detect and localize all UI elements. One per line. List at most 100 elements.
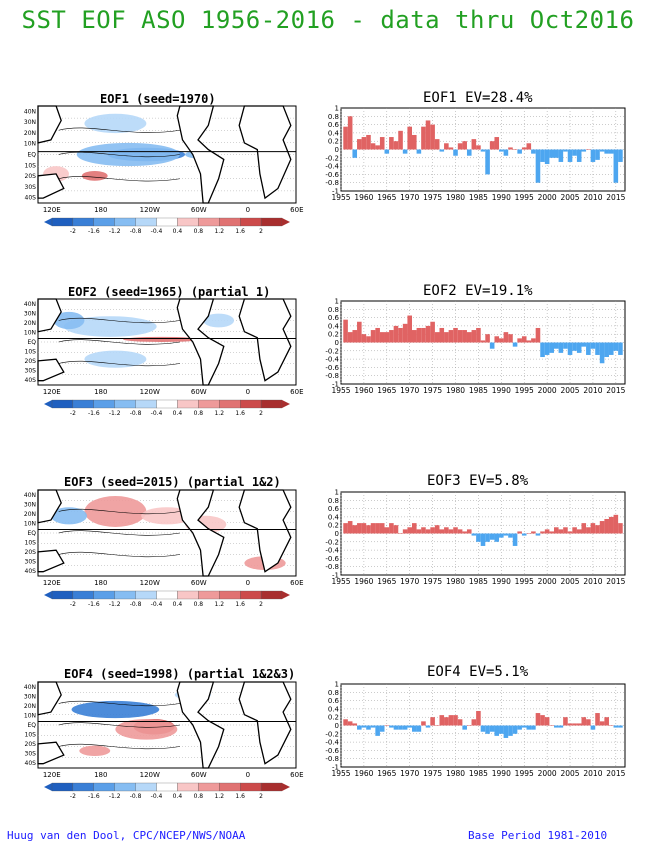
- bar: [357, 523, 362, 534]
- bar: [489, 141, 495, 150]
- contour-line: [58, 317, 180, 324]
- bar: [618, 725, 623, 728]
- lon-label: 60W: [191, 206, 207, 214]
- bar: [393, 141, 399, 150]
- land-outline: [37, 549, 65, 573]
- bar: [434, 525, 440, 534]
- bar: [352, 525, 358, 534]
- bar: [485, 533, 490, 542]
- main-title: SST EOF ASO 1956-2016 - data thru Oct201…: [21, 6, 635, 34]
- bar: [517, 531, 522, 534]
- colorbar-segment: [260, 590, 283, 600]
- bar: [416, 529, 422, 534]
- lat-label: 20S: [25, 173, 37, 180]
- bar: [563, 149, 568, 152]
- bar: [508, 334, 513, 343]
- x-tick-label: 1980: [446, 577, 465, 586]
- bar: [494, 336, 500, 343]
- y-tick-label: -0.2: [325, 538, 339, 546]
- x-tick-label: 2005: [560, 769, 579, 778]
- bar: [521, 336, 527, 343]
- colorbar-segment: [93, 590, 115, 600]
- y-tick-label: 0.6: [328, 505, 340, 513]
- lon-label: 0: [246, 771, 250, 779]
- anomaly-region: [79, 745, 111, 756]
- x-tick-label: 1980: [446, 769, 465, 778]
- colorbar-segment: [72, 217, 94, 227]
- anomaly-region: [115, 718, 178, 740]
- bar: [389, 523, 394, 534]
- bar: [384, 725, 390, 726]
- bar: [407, 725, 412, 728]
- bar: [517, 725, 522, 730]
- land-outline: [37, 489, 62, 524]
- colorbar-label: 2: [259, 793, 263, 800]
- lon-label: 60W: [191, 579, 207, 587]
- bar: [375, 523, 380, 534]
- bar: [586, 342, 591, 355]
- x-tick-label: 1990: [492, 193, 511, 202]
- bar: [412, 134, 417, 150]
- x-tick-label: 2000: [538, 386, 557, 395]
- colorbar-label: -0.8: [130, 228, 142, 235]
- y-tick-label: 0.2: [328, 522, 339, 530]
- land-outline: [176, 489, 225, 577]
- colorbar-label: 1.2: [214, 228, 224, 235]
- lat-label: 40S: [25, 377, 37, 384]
- bar: [563, 342, 568, 349]
- x-tick-label: 1960: [354, 386, 373, 395]
- bar: [421, 126, 426, 150]
- lon-label: 120E: [43, 579, 61, 587]
- land-outline: [37, 681, 62, 716]
- colorbar-arrow-right: [282, 783, 290, 791]
- colorbar-segment: [93, 217, 115, 227]
- bar: [540, 715, 545, 726]
- colorbar-label: 1.6: [235, 793, 245, 800]
- bar: [476, 327, 481, 343]
- bar: [480, 533, 486, 546]
- lon-label: 60W: [191, 388, 207, 396]
- bar: [485, 725, 490, 734]
- y-tick-label: -1: [332, 572, 339, 580]
- bar: [508, 147, 513, 150]
- bar: [425, 325, 431, 343]
- bar: [430, 717, 435, 726]
- colorbar-segment: [51, 782, 74, 792]
- bar: [416, 725, 422, 732]
- x-tick-label: 2015: [606, 769, 625, 778]
- bar: [471, 139, 477, 150]
- bar: [357, 139, 362, 150]
- y-tick-label: -0.2: [325, 730, 339, 738]
- bar: [503, 533, 509, 536]
- bar: [618, 523, 623, 534]
- bar: [434, 725, 440, 726]
- lat-label: 10S: [25, 162, 37, 169]
- bar: [613, 342, 619, 351]
- lon-label: 120W: [140, 771, 160, 779]
- colorbar-label: -2: [70, 228, 76, 235]
- colorbar-segment: [93, 399, 115, 409]
- colorbar-label: -0.4: [151, 410, 163, 417]
- bar: [379, 137, 385, 150]
- bar: [489, 342, 495, 349]
- lat-label: 20N: [24, 130, 36, 137]
- y-tick-label: -0.6: [325, 747, 339, 755]
- land-outline: [37, 358, 65, 382]
- eof2-map-title: EOF2 (seed=1965) (partial 1): [68, 285, 271, 299]
- bar: [544, 717, 550, 726]
- colorbar-label: -2: [70, 601, 76, 608]
- contour-line: [58, 360, 180, 367]
- y-tick-label: -1: [332, 188, 339, 196]
- y-tick-label: -0.6: [325, 555, 339, 563]
- bar: [604, 342, 609, 358]
- bar: [434, 139, 440, 150]
- y-tick-label: -0.8: [325, 179, 339, 187]
- y-tick-label: 0.2: [328, 331, 339, 339]
- anomaly-region: [50, 507, 88, 525]
- bar: [581, 149, 587, 152]
- y-tick-label: -0.2: [325, 154, 339, 162]
- footer-credit: Huug van den Dool, CPC/NCEP/NWS/NOAA: [7, 829, 246, 842]
- lat-label: 30S: [25, 751, 37, 758]
- bar: [444, 527, 449, 534]
- colorbar-label: -1.2: [109, 410, 121, 417]
